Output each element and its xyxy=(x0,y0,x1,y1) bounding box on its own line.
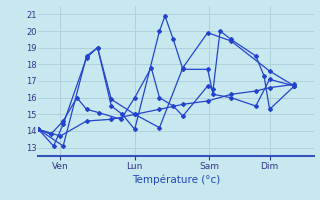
X-axis label: Température (°c): Température (°c) xyxy=(132,175,220,185)
